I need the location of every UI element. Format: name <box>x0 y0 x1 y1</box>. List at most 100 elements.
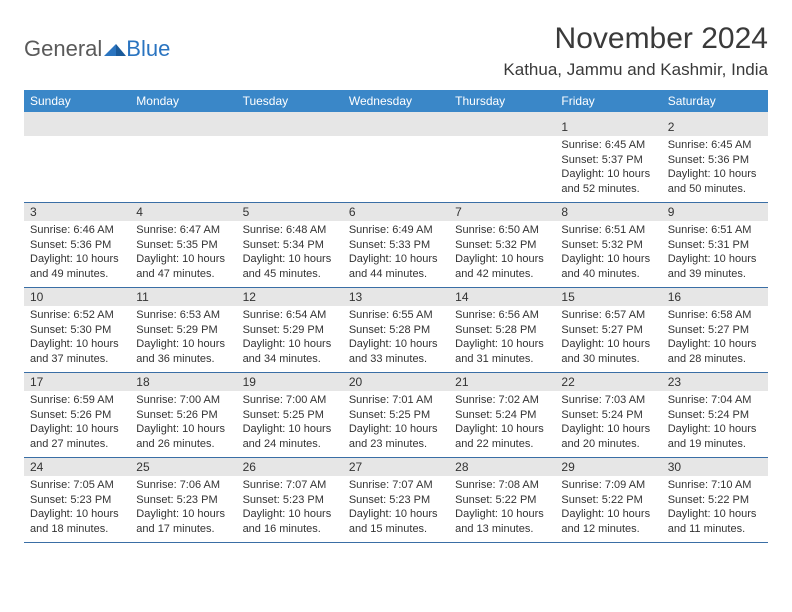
sunset-text: Sunset: 5:23 PM <box>349 493 443 508</box>
weeks-container: 1Sunrise: 6:45 AMSunset: 5:37 PMDaylight… <box>24 118 768 543</box>
daylight-text-1: Daylight: 10 hours <box>349 422 443 437</box>
day-number: 17 <box>24 373 130 391</box>
sunset-text: Sunset: 5:26 PM <box>30 408 124 423</box>
sunrise-text: Sunrise: 7:10 AM <box>668 478 762 493</box>
sunset-text: Sunset: 5:28 PM <box>349 323 443 338</box>
day-cell: 10Sunrise: 6:52 AMSunset: 5:30 PMDayligh… <box>24 288 130 372</box>
day-number: 8 <box>555 203 661 221</box>
day-cell: 7Sunrise: 6:50 AMSunset: 5:32 PMDaylight… <box>449 203 555 287</box>
day-number: 18 <box>130 373 236 391</box>
sunset-text: Sunset: 5:23 PM <box>30 493 124 508</box>
day-content: Sunrise: 7:09 AMSunset: 5:22 PMDaylight:… <box>555 476 661 542</box>
day-content: Sunrise: 7:08 AMSunset: 5:22 PMDaylight:… <box>449 476 555 542</box>
day-content: Sunrise: 6:54 AMSunset: 5:29 PMDaylight:… <box>237 306 343 372</box>
daylight-text-1: Daylight: 10 hours <box>30 422 124 437</box>
day-content: Sunrise: 7:07 AMSunset: 5:23 PMDaylight:… <box>343 476 449 542</box>
daylight-text-2: and 24 minutes. <box>243 437 337 452</box>
daylight-text-2: and 52 minutes. <box>561 182 655 197</box>
day-content: Sunrise: 7:07 AMSunset: 5:23 PMDaylight:… <box>237 476 343 542</box>
daylight-text-1: Daylight: 10 hours <box>455 507 549 522</box>
day-content <box>130 136 236 196</box>
sunrise-text: Sunrise: 7:00 AM <box>243 393 337 408</box>
daylight-text-2: and 19 minutes. <box>668 437 762 452</box>
sunset-text: Sunset: 5:27 PM <box>561 323 655 338</box>
day-cell: 20Sunrise: 7:01 AMSunset: 5:25 PMDayligh… <box>343 373 449 457</box>
day-number <box>237 118 343 136</box>
day-cell: 23Sunrise: 7:04 AMSunset: 5:24 PMDayligh… <box>662 373 768 457</box>
sunrise-text: Sunrise: 6:45 AM <box>561 138 655 153</box>
sunset-text: Sunset: 5:23 PM <box>243 493 337 508</box>
daylight-text-1: Daylight: 10 hours <box>136 252 230 267</box>
logo-text-1: General <box>24 36 102 62</box>
day-content <box>24 136 130 196</box>
sunrise-text: Sunrise: 6:54 AM <box>243 308 337 323</box>
daylight-text-1: Daylight: 10 hours <box>243 507 337 522</box>
daylight-text-1: Daylight: 10 hours <box>349 252 443 267</box>
daylight-text-1: Daylight: 10 hours <box>561 167 655 182</box>
daylight-text-1: Daylight: 10 hours <box>30 252 124 267</box>
sunrise-text: Sunrise: 6:47 AM <box>136 223 230 238</box>
day-cell: 22Sunrise: 7:03 AMSunset: 5:24 PMDayligh… <box>555 373 661 457</box>
day-number: 7 <box>449 203 555 221</box>
sunrise-text: Sunrise: 7:09 AM <box>561 478 655 493</box>
daylight-text-2: and 34 minutes. <box>243 352 337 367</box>
sunset-text: Sunset: 5:36 PM <box>668 153 762 168</box>
daylight-text-1: Daylight: 10 hours <box>455 252 549 267</box>
daylight-text-2: and 37 minutes. <box>30 352 124 367</box>
daylight-text-2: and 45 minutes. <box>243 267 337 282</box>
daylight-text-2: and 39 minutes. <box>668 267 762 282</box>
day-number: 20 <box>343 373 449 391</box>
day-content: Sunrise: 6:51 AMSunset: 5:31 PMDaylight:… <box>662 221 768 287</box>
sunrise-text: Sunrise: 6:58 AM <box>668 308 762 323</box>
title-block: November 2024 Kathua, Jammu and Kashmir,… <box>503 22 768 80</box>
sunset-text: Sunset: 5:29 PM <box>136 323 230 338</box>
sunset-text: Sunset: 5:36 PM <box>30 238 124 253</box>
header: General Blue November 2024 Kathua, Jammu… <box>24 22 768 80</box>
daylight-text-2: and 12 minutes. <box>561 522 655 537</box>
sunset-text: Sunset: 5:35 PM <box>136 238 230 253</box>
day-cell: 28Sunrise: 7:08 AMSunset: 5:22 PMDayligh… <box>449 458 555 542</box>
daylight-text-2: and 47 minutes. <box>136 267 230 282</box>
day-number: 27 <box>343 458 449 476</box>
daylight-text-1: Daylight: 10 hours <box>136 422 230 437</box>
day-cell: 27Sunrise: 7:07 AMSunset: 5:23 PMDayligh… <box>343 458 449 542</box>
sunrise-text: Sunrise: 6:46 AM <box>30 223 124 238</box>
sunrise-text: Sunrise: 6:51 AM <box>668 223 762 238</box>
sunset-text: Sunset: 5:34 PM <box>243 238 337 253</box>
sunset-text: Sunset: 5:22 PM <box>668 493 762 508</box>
calendar-grid: Sunday Monday Tuesday Wednesday Thursday… <box>24 90 768 543</box>
day-cell <box>343 118 449 202</box>
day-number: 30 <box>662 458 768 476</box>
weekday-header: Wednesday <box>343 90 449 112</box>
sunset-text: Sunset: 5:24 PM <box>561 408 655 423</box>
day-cell: 18Sunrise: 7:00 AMSunset: 5:26 PMDayligh… <box>130 373 236 457</box>
daylight-text-2: and 50 minutes. <box>668 182 762 197</box>
day-content: Sunrise: 6:46 AMSunset: 5:36 PMDaylight:… <box>24 221 130 287</box>
logo: General Blue <box>24 22 170 62</box>
location-label: Kathua, Jammu and Kashmir, India <box>503 60 768 80</box>
day-number <box>343 118 449 136</box>
day-number: 29 <box>555 458 661 476</box>
day-content: Sunrise: 7:04 AMSunset: 5:24 PMDaylight:… <box>662 391 768 457</box>
day-number: 19 <box>237 373 343 391</box>
day-content: Sunrise: 6:57 AMSunset: 5:27 PMDaylight:… <box>555 306 661 372</box>
sunset-text: Sunset: 5:29 PM <box>243 323 337 338</box>
day-cell: 15Sunrise: 6:57 AMSunset: 5:27 PMDayligh… <box>555 288 661 372</box>
day-content: Sunrise: 6:58 AMSunset: 5:27 PMDaylight:… <box>662 306 768 372</box>
sunrise-text: Sunrise: 6:52 AM <box>30 308 124 323</box>
day-content: Sunrise: 6:55 AMSunset: 5:28 PMDaylight:… <box>343 306 449 372</box>
daylight-text-1: Daylight: 10 hours <box>668 337 762 352</box>
sunrise-text: Sunrise: 6:51 AM <box>561 223 655 238</box>
daylight-text-1: Daylight: 10 hours <box>136 337 230 352</box>
day-number <box>24 118 130 136</box>
day-content: Sunrise: 6:45 AMSunset: 5:36 PMDaylight:… <box>662 136 768 202</box>
calendar-page: General Blue November 2024 Kathua, Jammu… <box>0 0 792 543</box>
daylight-text-1: Daylight: 10 hours <box>349 337 443 352</box>
sunset-text: Sunset: 5:24 PM <box>455 408 549 423</box>
day-number: 1 <box>555 118 661 136</box>
day-cell: 12Sunrise: 6:54 AMSunset: 5:29 PMDayligh… <box>237 288 343 372</box>
day-cell <box>237 118 343 202</box>
daylight-text-1: Daylight: 10 hours <box>243 337 337 352</box>
day-number: 5 <box>237 203 343 221</box>
sunrise-text: Sunrise: 7:06 AM <box>136 478 230 493</box>
